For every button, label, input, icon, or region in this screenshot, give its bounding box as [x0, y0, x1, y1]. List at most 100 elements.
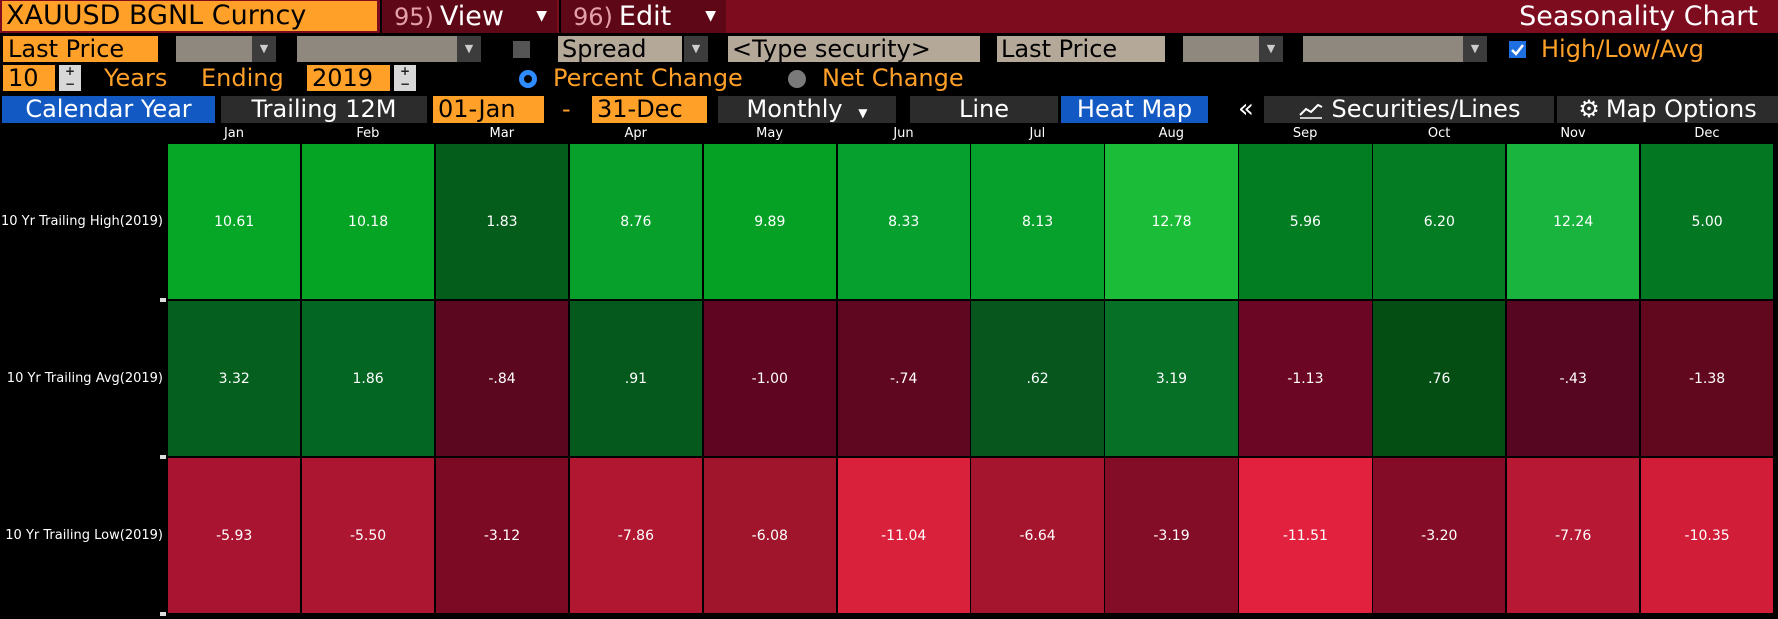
ending-year-input[interactable]: 2019 — [307, 65, 390, 91]
heat-map-cell[interactable]: -6.08 — [702, 457, 837, 614]
row-tick — [160, 455, 166, 459]
map-options-label: Map Options — [1605, 95, 1757, 123]
month-header: Apr — [624, 126, 647, 141]
high-low-avg-checkbox[interactable] — [1509, 41, 1526, 58]
security2-input[interactable]: <Type security> — [728, 36, 980, 62]
month-header: Feb — [356, 126, 380, 141]
periodicity-select[interactable]: Monthly ▼ — [718, 96, 896, 123]
security2-modifier-select[interactable] — [1183, 36, 1259, 62]
heat-map-cell[interactable]: 1.83 — [434, 143, 570, 300]
view-menu-button[interactable]: 95) View ▼ — [380, 0, 557, 33]
heat-map-cell[interactable]: 5.96 — [1238, 143, 1373, 300]
heat-map-cell[interactable]: 12.24 — [1506, 143, 1641, 300]
chevron-down-icon[interactable]: ▼ — [684, 36, 708, 62]
line-chart-icon — [1298, 103, 1322, 119]
heat-map-cell[interactable]: -3.20 — [1372, 457, 1507, 614]
month-header: Mar — [489, 126, 515, 141]
heat-map-cell[interactable]: .91 — [568, 300, 704, 457]
row-tick — [160, 612, 166, 616]
spread-select[interactable]: Spread — [558, 36, 682, 62]
collapse-panel-button[interactable]: « — [1238, 94, 1254, 124]
years-input[interactable]: 10 — [3, 65, 55, 91]
heat-map-cell[interactable]: .62 — [970, 300, 1105, 457]
heat-map-cell[interactable]: -1.13 — [1238, 300, 1373, 457]
heat-map-cell[interactable]: -7.86 — [568, 457, 704, 614]
heat-map-cell[interactable]: .76 — [1372, 300, 1507, 457]
start-date-input[interactable]: 01-Jan — [433, 96, 544, 123]
heat-map-cell[interactable]: -.74 — [836, 300, 971, 457]
heat-map-cell[interactable]: -.43 — [1506, 300, 1641, 457]
security1-modifier-select[interactable] — [176, 36, 252, 62]
row-tick — [160, 298, 166, 302]
heat-map-cell[interactable]: -3.12 — [434, 457, 570, 614]
periodicity-label: Monthly — [746, 95, 843, 123]
heat-map-cell[interactable]: 8.76 — [568, 143, 704, 300]
chevron-down-icon[interactable]: ▼ — [1259, 36, 1283, 62]
heat-map-cell[interactable]: 8.13 — [970, 143, 1105, 300]
heat-map-cell[interactable]: 3.32 — [167, 300, 302, 457]
edit-menu-button[interactable]: 96) Edit ▼ — [559, 0, 726, 33]
net-change-label: Net Change — [822, 64, 964, 92]
end-date-input[interactable]: 31-Dec — [592, 96, 707, 123]
month-header: Oct — [1427, 126, 1451, 141]
heat-map-cell[interactable]: -1.38 — [1639, 300, 1775, 457]
tab-calendar-year[interactable]: Calendar Year — [2, 96, 215, 123]
view-menu-number: 95) — [394, 3, 434, 31]
heat-map-cell[interactable]: 1.86 — [300, 300, 436, 457]
spread-checkbox[interactable] — [513, 41, 530, 58]
chevron-down-icon: ▼ — [536, 8, 547, 24]
heat-map-cell[interactable]: -1.00 — [702, 300, 837, 457]
month-header: Aug — [1158, 126, 1184, 141]
percent-change-label: Percent Change — [553, 64, 743, 92]
heat-map-cell[interactable]: 6.20 — [1372, 143, 1507, 300]
chevron-down-icon: ▼ — [705, 8, 716, 24]
map-options-button[interactable]: ⚙ Map Options — [1557, 96, 1778, 123]
heat-map-cell[interactable]: -6.64 — [970, 457, 1105, 614]
tab-trailing-12m[interactable]: Trailing 12M — [221, 96, 427, 123]
ending-year-stepper[interactable]: + − — [394, 65, 416, 91]
date-range-separator: - — [562, 95, 571, 123]
heat-map-cell[interactable]: -11.51 — [1238, 457, 1373, 614]
years-stepper[interactable]: + − — [59, 65, 81, 91]
checkmark-icon — [1511, 44, 1524, 56]
month-header: Sep — [1292, 126, 1318, 141]
heat-map-cell[interactable]: -7.76 — [1506, 457, 1641, 614]
heat-map-cell[interactable]: 3.19 — [1104, 300, 1239, 457]
view-menu-label: View — [439, 1, 504, 32]
heat-map-cell[interactable]: -.84 — [434, 300, 570, 457]
heat-map-cell[interactable]: 12.78 — [1104, 143, 1239, 300]
tab-line[interactable]: Line — [910, 96, 1058, 123]
field-select-secondary[interactable]: Last Price — [997, 36, 1165, 62]
heat-map-cell[interactable]: 10.18 — [300, 143, 436, 300]
security1-period-select[interactable] — [297, 36, 457, 62]
net-change-radio[interactable] — [788, 70, 806, 88]
heat-map-cell[interactable]: -5.50 — [300, 457, 436, 614]
percent-change-radio[interactable] — [519, 70, 537, 88]
ending-label: Ending — [201, 64, 284, 92]
heat-map-cell[interactable]: 10.61 — [167, 143, 302, 300]
securities-lines-button[interactable]: Securities/Lines — [1264, 96, 1554, 123]
chevron-down-icon[interactable]: ▼ — [252, 36, 276, 62]
high-low-avg-label: High/Low/Avg — [1541, 35, 1705, 63]
field-select-primary[interactable]: Last Price — [3, 36, 158, 62]
security2-period-select[interactable] — [1303, 36, 1463, 62]
heat-map-cell[interactable]: 9.89 — [702, 143, 837, 300]
heat-map-cell[interactable]: 8.33 — [836, 143, 971, 300]
heat-map-cell[interactable]: -5.93 — [167, 457, 302, 614]
heat-map-cell[interactable]: -10.35 — [1639, 457, 1775, 614]
heat-map-cell[interactable]: 5.00 — [1639, 143, 1775, 300]
securities-lines-label: Securities/Lines — [1331, 95, 1521, 123]
security-ticker[interactable]: XAUUSD BGNL Curncy — [2, 1, 377, 31]
chevron-down-icon[interactable]: ▼ — [457, 36, 481, 62]
month-header: Dec — [1694, 126, 1720, 141]
chevron-down-icon[interactable]: ▼ — [1463, 36, 1487, 62]
years-label: Years — [104, 64, 168, 92]
edit-menu-label: Edit — [618, 1, 672, 32]
heat-map-cell[interactable]: -3.19 — [1104, 457, 1239, 614]
month-header: Jul — [1029, 126, 1046, 141]
month-header: Jan — [223, 126, 245, 141]
month-header: Jun — [893, 126, 914, 141]
gear-icon: ⚙ — [1578, 95, 1600, 123]
tab-heat-map[interactable]: Heat Map — [1061, 96, 1208, 123]
heat-map-cell[interactable]: -11.04 — [836, 457, 971, 614]
